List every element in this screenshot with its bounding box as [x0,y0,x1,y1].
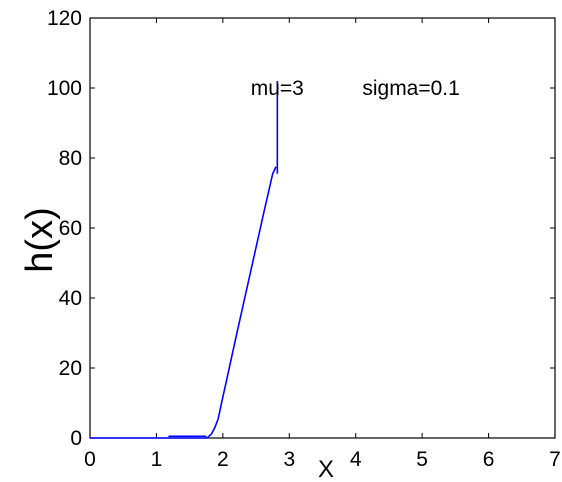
x-tick-label: 5 [416,448,428,471]
y-tick-label: 0 [70,427,82,450]
y-tick-label: 100 [47,77,82,100]
y-axis-title: h(x) [19,207,61,272]
y-tick-label: 80 [59,147,82,170]
annotation-text: mu=3 [251,77,304,100]
plot-background [89,17,556,439]
y-tick-label: 60 [59,217,82,240]
y-tick-label: 120 [47,7,82,30]
x-axis-title: X [318,456,334,482]
x-tick-label: 6 [483,448,495,471]
x-tick-label: 2 [217,448,229,471]
x-axis-ticks: 0 1 2 3 4 5 6 7 [84,18,561,471]
x-tick-label: 1 [151,448,163,471]
x-tick-label: 4 [350,448,362,471]
x-tick-label: 3 [283,448,295,471]
series-line-0 [90,166,277,439]
x-tick-label: 0 [84,448,96,471]
y-tick-label: 20 [59,357,82,380]
annotation-text: sigma=0.1 [362,77,459,100]
series-layer [90,81,279,439]
y-tick-label: 40 [59,287,82,310]
annotations: mu=3 sigma=0.1 [251,77,460,100]
x-tick-label: 7 [549,448,561,471]
y-axis-ticks: 0 20 40 60 80 100 120 [47,7,555,450]
